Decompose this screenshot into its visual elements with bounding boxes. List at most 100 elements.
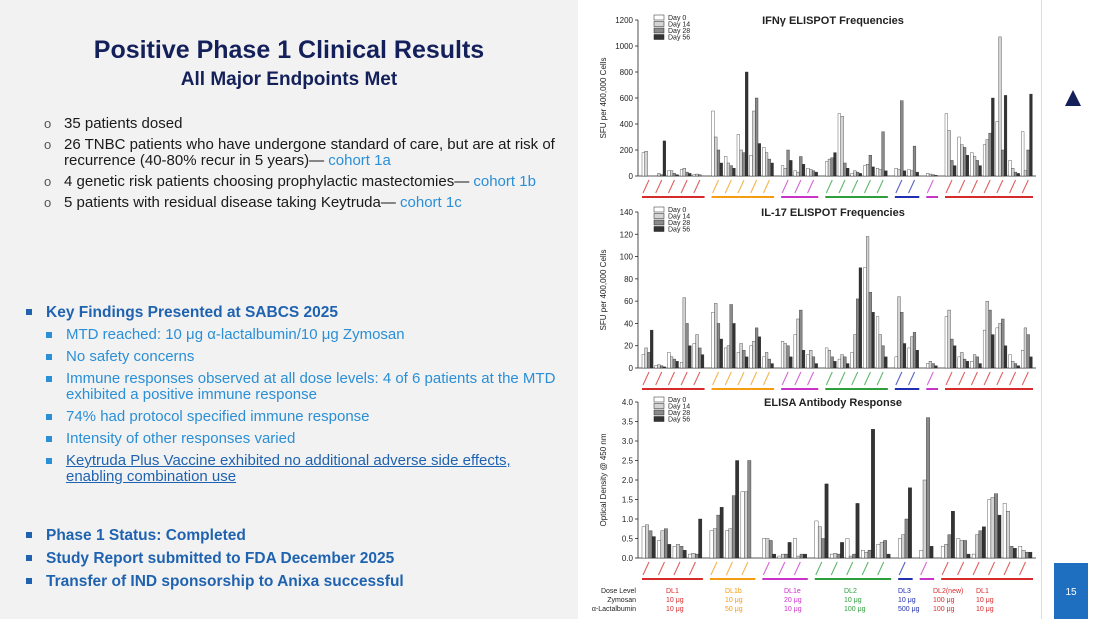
dose-level: DL1: [976, 588, 989, 595]
ifng-bar: [902, 170, 907, 177]
elisa-bar: [1002, 503, 1007, 559]
il17-bar: [654, 365, 658, 369]
ifng-patient-id-mark: [970, 179, 978, 194]
elisa-patient-id-mark: [778, 561, 786, 576]
ifng-bar: [926, 173, 930, 177]
il17-patient-id-mark: [838, 371, 846, 386]
ifng-patient-id-mark: [642, 179, 650, 194]
ifng-bar: [998, 36, 1002, 177]
ifng-patient-id-mark: [876, 179, 884, 194]
il17-bar: [846, 363, 850, 369]
il17-tick-label: 0: [629, 364, 634, 373]
status-item: Phase 1 Status: Completed: [26, 526, 566, 545]
elisa-bar: [768, 540, 773, 559]
elisa-patient-id-mark: [1003, 561, 1011, 576]
ifng-bar: [912, 145, 917, 177]
elisa-bar: [840, 542, 844, 559]
ifng-bar: [863, 165, 867, 177]
il17-bar: [827, 349, 831, 369]
ifng-bar: [739, 149, 743, 177]
elisa-bar: [713, 528, 717, 559]
il17-bar: [837, 358, 841, 369]
il17-bar: [950, 338, 954, 369]
ifng-bar: [928, 173, 932, 177]
il17-bar: [736, 352, 740, 369]
elisa-patient-id-mark: [920, 561, 928, 576]
il17-bar: [698, 347, 702, 369]
elisa-bar: [660, 530, 665, 559]
ifng-bar: [850, 173, 854, 177]
ifng-legend-swatch: [653, 21, 665, 27]
elisa-bar: [947, 534, 952, 559]
ifng-bar: [662, 140, 666, 177]
dose-zymosan: 10 μg: [898, 597, 916, 604]
ifng-bar: [682, 168, 686, 177]
dose-zymosan: 100 μg: [933, 597, 955, 604]
il17-bar: [947, 309, 951, 369]
ifng-bar: [970, 152, 974, 177]
elisa-bar: [951, 511, 955, 559]
ifng-legend-swatch: [653, 27, 665, 34]
elisa-patient-id-mark: [725, 561, 733, 576]
elisa-patient-id-mark: [830, 561, 838, 576]
elisa-bar: [1025, 551, 1029, 559]
finding-item: 74% had protocol specified immune respon…: [26, 409, 566, 425]
dose-level: DL3: [898, 588, 911, 595]
ifng-bar: [716, 149, 721, 177]
il17-bar: [724, 347, 728, 369]
ifng-patient-id-mark: [667, 179, 675, 194]
il17-bar: [944, 316, 948, 369]
il17-bar: [806, 354, 810, 369]
ifng-bar: [985, 139, 989, 177]
il17-bar: [912, 332, 917, 369]
ifng-bar: [978, 165, 982, 177]
il17-bar: [871, 312, 875, 369]
ifng-patient-id-mark: [655, 179, 663, 194]
elisa-patient-id-mark: [957, 561, 965, 576]
il17-bar: [973, 354, 977, 369]
ifng-tick-label: 600: [620, 94, 634, 103]
il17-patient-id-mark: [996, 371, 1004, 386]
ifng-bar: [1011, 168, 1015, 177]
il17-patient-id-mark: [781, 371, 789, 386]
ifng-bar: [875, 168, 880, 177]
dose-level: DL2: [844, 588, 857, 595]
ifng-legend-label: Day 14: [668, 22, 690, 29]
il17-bar: [700, 354, 705, 369]
ifng-bar: [765, 152, 769, 177]
ifng-bar: [814, 171, 818, 177]
il17-legend-label: Day 28: [668, 220, 690, 227]
ifng-bar: [667, 170, 671, 177]
il17-bar: [726, 345, 730, 369]
slide-subtitle: All Major Endpoints Met: [180, 69, 398, 90]
ifng-bar: [809, 169, 813, 177]
ifng-bar: [988, 132, 992, 177]
finding-item-link[interactable]: Keytruda Plus Vaccine exhibited no addit…: [26, 453, 566, 485]
il17-bar: [875, 316, 880, 369]
il17-patient-id-mark: [750, 371, 758, 386]
ifng-bar: [856, 171, 860, 177]
ifng-patient-id-mark: [851, 179, 859, 194]
il17-bar: [881, 345, 885, 369]
ifng-bar: [931, 174, 935, 177]
ifng-bar: [1026, 149, 1030, 177]
ifng-bar: [762, 147, 766, 177]
il17-bar: [825, 347, 829, 369]
elisa-bar: [886, 553, 891, 559]
ifng-patient-id-mark: [737, 179, 745, 194]
ifng-chart-title: IFNγ ELISPOT Frequencies: [762, 15, 904, 27]
ifng-y-axis-label: SFU per 400,000 Cells: [599, 58, 608, 139]
ifng-bar: [884, 170, 888, 177]
il17-bar: [647, 352, 651, 369]
ifng-patient-id-mark: [680, 179, 688, 194]
il17-bar: [1021, 349, 1025, 369]
elisa-patient-id-mark: [846, 561, 854, 576]
square-bullet-icon: [46, 354, 52, 360]
ifng-bar: [897, 169, 901, 177]
dose-zymosan: 10 μg: [844, 597, 862, 604]
ifng-bar: [757, 143, 761, 177]
ifng-bar: [982, 144, 987, 177]
ifng-bar: [711, 110, 715, 177]
il17-bar: [1011, 361, 1015, 369]
